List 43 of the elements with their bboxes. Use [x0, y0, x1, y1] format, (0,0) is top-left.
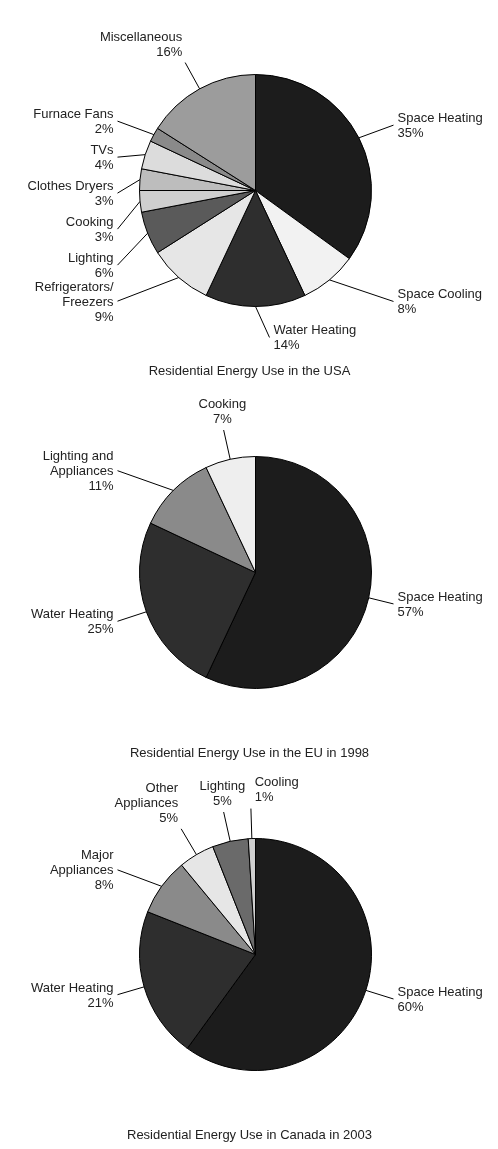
- slice-label: Cooking: [198, 395, 247, 411]
- slice-label: Cooking: [65, 214, 114, 230]
- data-label: 1%: [254, 789, 274, 805]
- text: Residential Energy Use in the USA: [148, 363, 351, 378]
- data-label: 35%: [397, 125, 424, 141]
- data-label: 3%: [94, 193, 114, 209]
- data-label: 21%: [87, 994, 114, 1010]
- legend-label: Space Heating: [397, 984, 483, 999]
- data-label: 9%: [94, 308, 114, 324]
- data-label: 4%: [94, 157, 114, 173]
- slice-label: Refrigerators/Freezers: [34, 278, 114, 309]
- slice-label: Lighting: [67, 250, 114, 266]
- data-label: 6%: [94, 265, 114, 281]
- text: Residential Energy Use in Canada in 2003: [127, 1127, 373, 1142]
- slice-label: Major Appliances: [49, 847, 115, 878]
- slice-label: Other Appliances: [114, 780, 179, 811]
- slice-label: Space Cooling: [397, 286, 483, 302]
- data-label: 25%: [87, 621, 114, 637]
- data-label: 16%: [156, 43, 183, 59]
- data-label: 14%: [273, 337, 300, 353]
- data-label: 57%: [397, 603, 424, 619]
- slice-label: Space Heating: [397, 110, 483, 126]
- data-label: 5%: [159, 810, 179, 826]
- slice-label: Clothes Dryers: [27, 178, 114, 194]
- slice-label: Miscellaneous: [99, 28, 183, 44]
- data-label: 8%: [397, 301, 417, 317]
- slice-label: Water Heating: [273, 322, 357, 338]
- slice-label: Water Heating: [30, 979, 114, 995]
- data-label: 11%: [88, 478, 114, 494]
- slice-label: Lighting and Appliances: [42, 448, 114, 479]
- text: Residential Energy Use in the EU in 1998: [129, 745, 370, 760]
- slice-label: Cooling: [254, 774, 299, 790]
- data-label: 8%: [94, 877, 114, 893]
- slice-label: Water Heating: [30, 606, 114, 622]
- data-label: 5%: [212, 792, 233, 808]
- data-label: 60%: [397, 999, 424, 1014]
- slice-label: Lighting: [199, 777, 246, 793]
- legend-label: Space Heating: [397, 588, 483, 604]
- data-label: 3%: [94, 229, 114, 245]
- slice-label: TVs: [90, 142, 114, 158]
- data-label: 2%: [94, 121, 114, 137]
- data-label: 7%: [212, 410, 233, 426]
- slice-label: Furnace Fans: [33, 106, 114, 122]
